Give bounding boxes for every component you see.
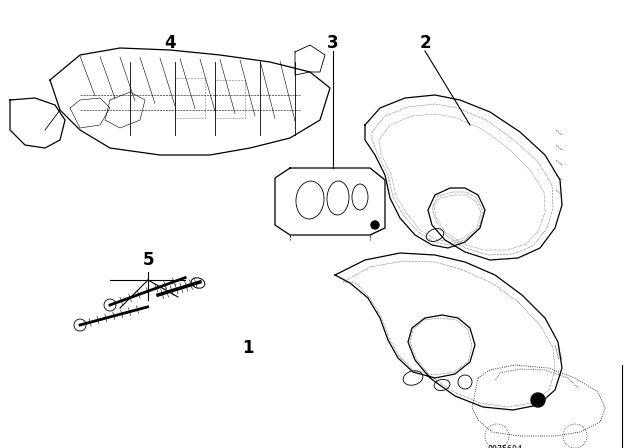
Bar	[215, 80, 245, 118]
Circle shape	[531, 393, 545, 407]
Text: 4: 4	[164, 34, 176, 52]
Circle shape	[371, 221, 379, 229]
Bar	[175, 78, 205, 118]
Text: 2: 2	[419, 34, 431, 52]
Text: 3: 3	[327, 34, 339, 52]
Text: 1: 1	[243, 339, 253, 357]
Text: 5: 5	[142, 251, 154, 269]
Text: 0075604: 0075604	[488, 445, 523, 448]
